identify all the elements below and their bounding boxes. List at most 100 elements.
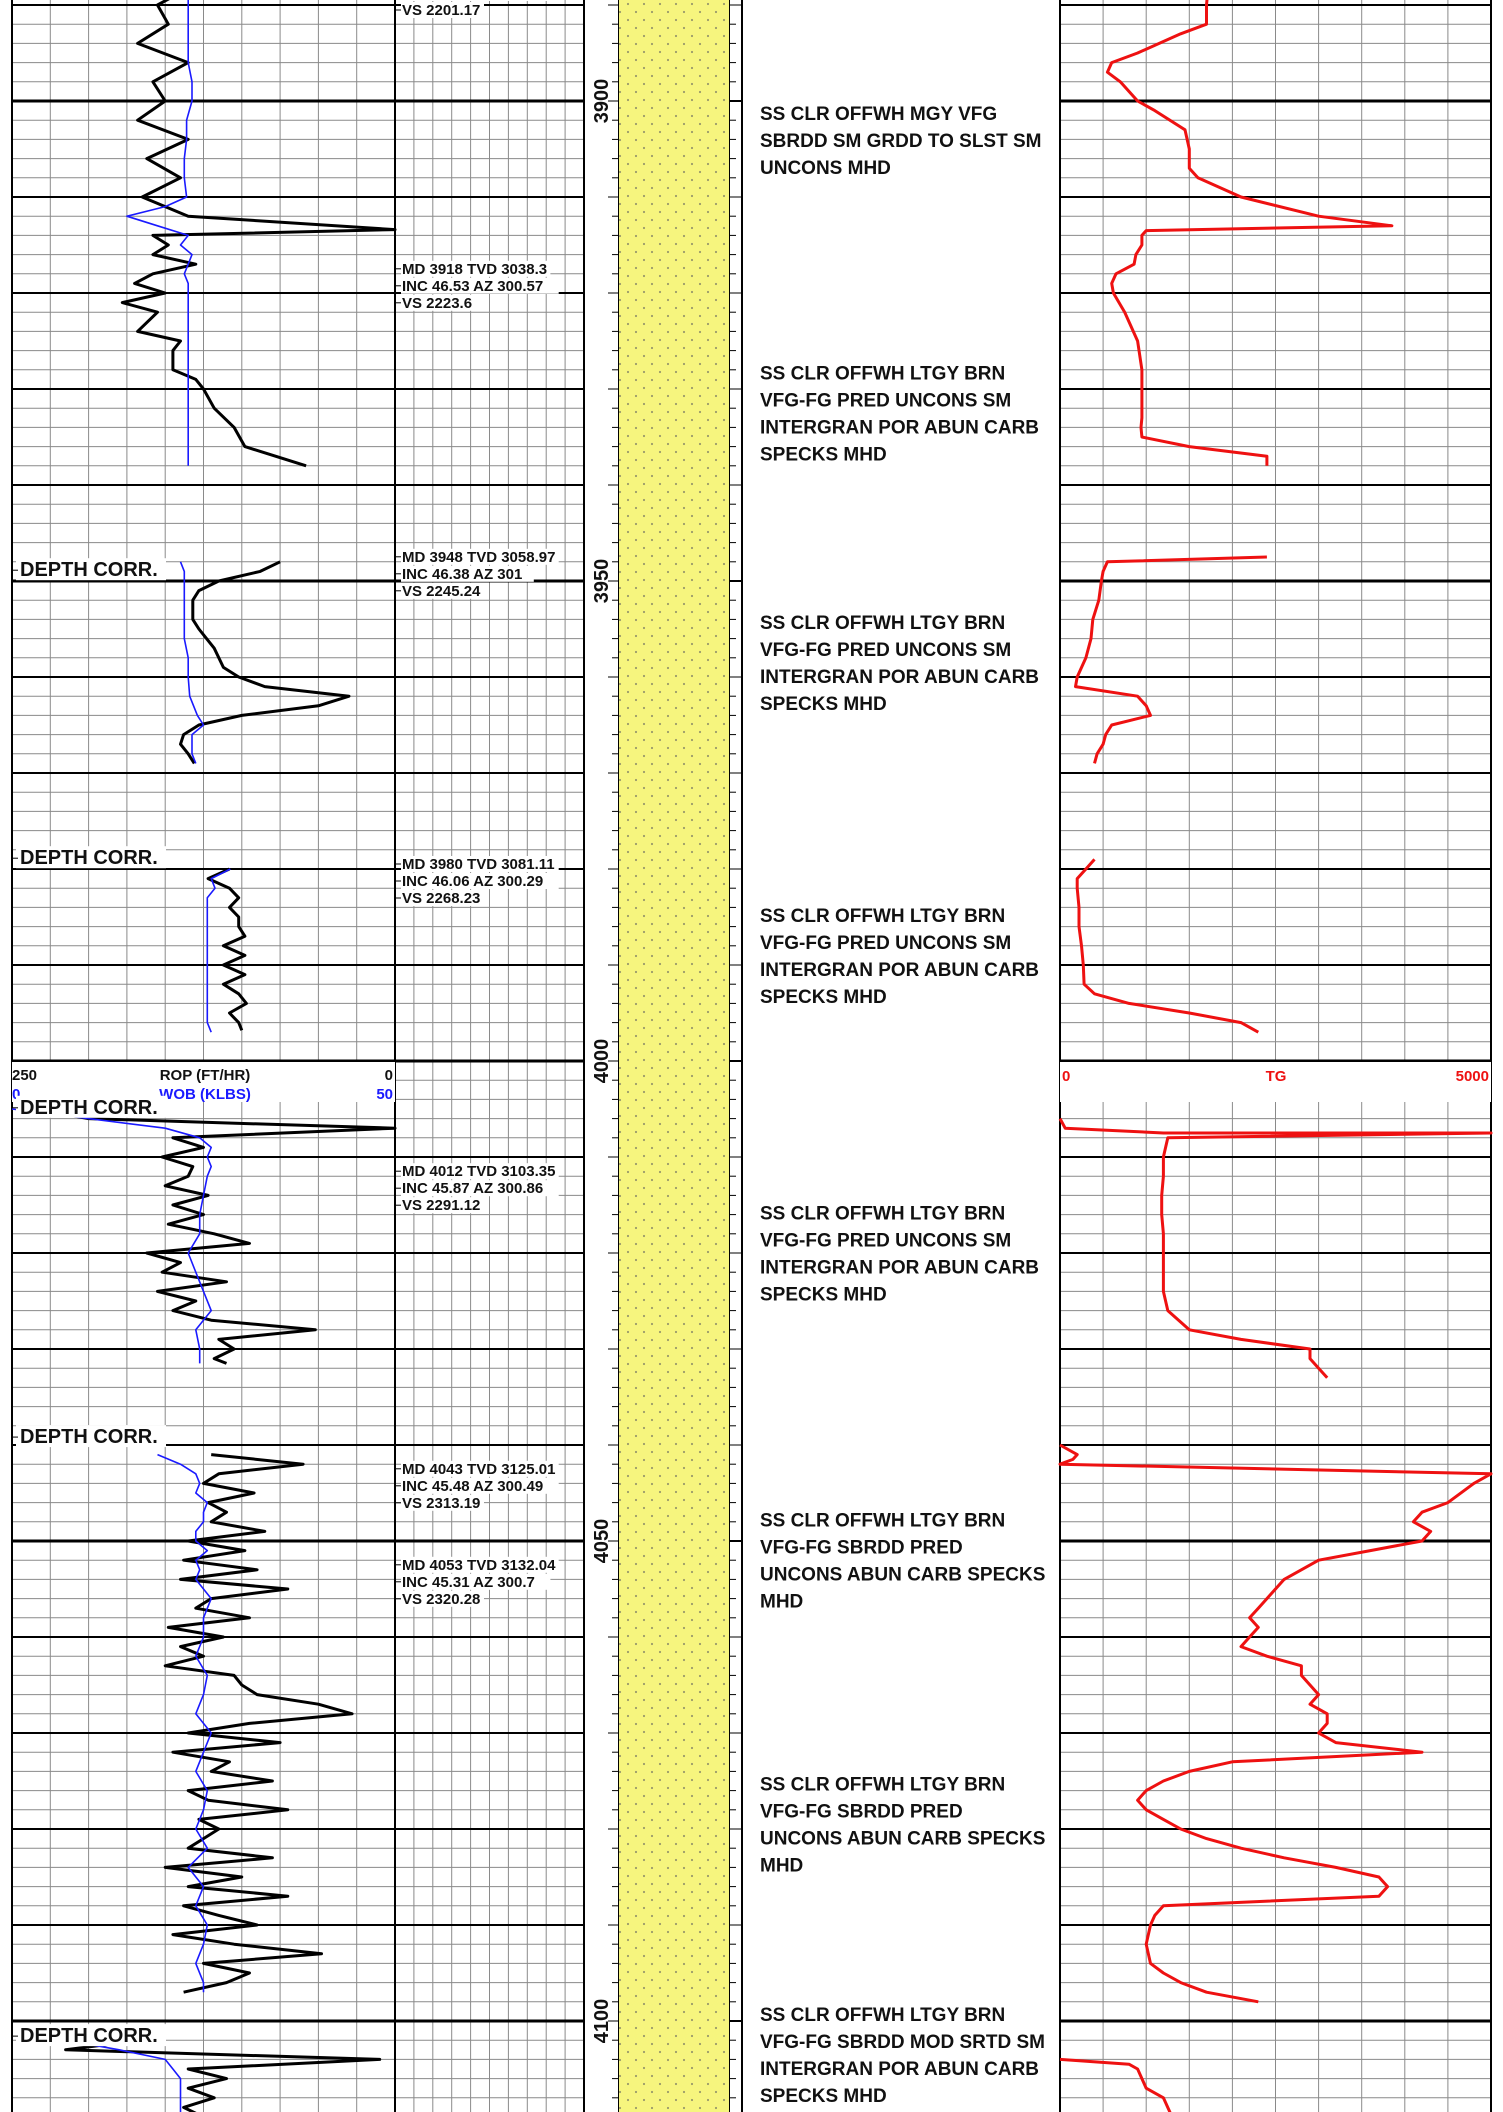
depth-tick-label: 4100 bbox=[591, 1999, 613, 2044]
rop-scale-right: 0 bbox=[385, 1067, 393, 1084]
survey-note-bg bbox=[401, 1163, 559, 1180]
survey-note-line: VS 2201.17 bbox=[402, 2, 480, 19]
lithology-description-line: SPECKS MHD bbox=[760, 694, 887, 715]
track-header-row: 250 ROP (FT/HR) 0 0 WOB (KLBS) 50 0 TG 5… bbox=[12, 1062, 1491, 1103]
survey-note-line: INC 46.38 AZ 301 bbox=[402, 566, 522, 583]
depth-tick-label: 3950 bbox=[591, 559, 613, 604]
lithology-description-line: SS CLR OFFWH LTGY BRN bbox=[760, 1511, 1005, 1532]
lithology-description-line: SS CLR OFFWH LTGY BRN bbox=[760, 1775, 1005, 1796]
wob-curve bbox=[126, 0, 193, 466]
lithology-description-line: SS CLR OFFWH MGY VFG bbox=[760, 104, 997, 125]
wob-scale-right: 50 bbox=[376, 1086, 393, 1103]
survey-note-bg bbox=[401, 1477, 559, 1494]
depth-column-bg bbox=[584, 0, 618, 2112]
survey-note-line: INC 46.73 AZ 300.1 bbox=[402, 0, 535, 2]
wob-curve bbox=[11, 1108, 212, 1364]
tg-curve bbox=[1058, 1117, 1493, 1379]
rop-curve bbox=[34, 1107, 397, 1365]
survey-note-line: VS 2313.19 bbox=[402, 1495, 480, 1512]
wob-curve bbox=[206, 868, 231, 1033]
rop-curve bbox=[206, 867, 248, 1031]
survey-note-bg bbox=[401, 260, 551, 277]
survey-note-bg bbox=[401, 582, 484, 599]
tg-curve bbox=[1058, 1443, 1493, 2004]
survey-note-bg bbox=[401, 873, 559, 889]
depth-tick-label: 4000 bbox=[591, 1039, 613, 1084]
tg-scale-right: 5000 bbox=[1456, 1068, 1489, 1085]
depth-axis: 3900 3950 4000 4050 4100 bbox=[583, 0, 618, 2112]
lithology-description-line: UNCONS ABUN CARB SPECKS bbox=[760, 1565, 1045, 1586]
survey-note-line: INC 46.53 AZ 300.57 bbox=[402, 278, 543, 295]
rop-track-header-bg bbox=[12, 1062, 395, 1102]
survey-note-line: VS 2291.12 bbox=[402, 1197, 480, 1214]
tg-track-header-bg bbox=[1060, 1062, 1491, 1102]
wob-curve bbox=[179, 561, 205, 764]
survey-note-bg bbox=[401, 565, 534, 582]
depth-tick-label: 3900 bbox=[591, 79, 613, 124]
survey-note-bg bbox=[401, 548, 559, 565]
survey-note-line: INC 45.87 AZ 300.86 bbox=[402, 1180, 543, 1197]
lithology-description-line: SS CLR OFFWH LTGY BRN bbox=[760, 363, 1005, 384]
survey-note-bg bbox=[401, 890, 484, 906]
survey-note-bg bbox=[401, 1197, 484, 1214]
grid-lines bbox=[11, 0, 1492, 2112]
depth-corr-label: DEPTH CORR. bbox=[20, 1426, 158, 1448]
log-curves bbox=[11, 0, 1493, 2112]
survey-note-line: MD 4053 TVD 3132.04 bbox=[402, 1557, 556, 1574]
wob-track-title: WOB (KLBS) bbox=[159, 1086, 251, 1103]
lithology-description-line: VFG-FG SBRDD MOD SRTD SM bbox=[760, 2032, 1045, 2053]
survey-note-line: MD 3948 TVD 3058.97 bbox=[402, 549, 555, 566]
wob-curve bbox=[65, 2039, 182, 2112]
survey-note-line: MD 4043 TVD 3125.01 bbox=[402, 1461, 555, 1478]
lithology-description-line: MHD bbox=[760, 1856, 803, 1877]
tg-scale-left: 0 bbox=[1062, 1068, 1070, 1085]
lithology-description-line: VFG-FG SBRDD PRED bbox=[760, 1538, 963, 1559]
lithology-description-line: SBRDD SM GRDD TO SLST SM bbox=[760, 131, 1042, 152]
survey-note-bg bbox=[401, 277, 559, 294]
lithology-description-line: SPECKS MHD bbox=[760, 2086, 887, 2107]
lithology-description-line: VFG-FG PRED UNCONS SM bbox=[760, 640, 1011, 661]
survey-note-bg bbox=[401, 1590, 484, 1607]
rop-curve bbox=[163, 1453, 354, 1994]
lithology-description-line: VFG-FG PRED UNCONS SM bbox=[760, 1230, 1011, 1251]
tg-curve bbox=[1074, 555, 1267, 764]
survey-note-line: VS 2268.23 bbox=[402, 890, 480, 907]
lithology-description-line: SS CLR OFFWH LTGY BRN bbox=[760, 613, 1005, 634]
lithology-description-line: SS CLR OFFWH LTGY BRN bbox=[760, 906, 1005, 927]
lithology-description-line: VFG-FG PRED UNCONS SM bbox=[760, 933, 1011, 954]
lithology-description-line: VFG-FG PRED UNCONS SM bbox=[760, 390, 1011, 411]
tg-track-title: TG bbox=[1266, 1068, 1287, 1085]
depth-tick-label: 4050 bbox=[591, 1519, 613, 1564]
lithology-description-line: UNCONS MHD bbox=[760, 158, 891, 179]
survey-note-line: VS 2320.28 bbox=[402, 1591, 480, 1608]
rop-scale-left: 250 bbox=[12, 1067, 37, 1084]
survey-note-bg bbox=[401, 1180, 559, 1197]
lithology-tick-column-bg bbox=[730, 0, 742, 2112]
rop-track-title: ROP (FT/HR) bbox=[160, 1067, 251, 1084]
depth-corr-bg bbox=[16, 2024, 166, 2047]
survey-note-line: INC 45.31 AZ 300.7 bbox=[402, 1574, 535, 1591]
tg-curve bbox=[1059, 2057, 1172, 2112]
depth-corr-label: DEPTH CORR. bbox=[20, 1097, 158, 1119]
depth-corr-label: DEPTH CORR. bbox=[20, 559, 158, 581]
tg-curve bbox=[1075, 858, 1260, 1034]
lithology-description-line: INTERGRAN POR ABUN CARB bbox=[760, 667, 1039, 688]
sandstone-lithology-fill bbox=[618, 0, 730, 2112]
lithology-description-line: SS CLR OFFWH LTGY BRN bbox=[760, 1203, 1005, 1224]
lithology-description-line: INTERGRAN POR ABUN CARB bbox=[760, 417, 1039, 438]
lithology-description-line: SS CLR OFFWH LTGY BRN bbox=[760, 2005, 1005, 2026]
survey-note-bg bbox=[401, 1460, 559, 1477]
survey-note-bg bbox=[401, 1494, 484, 1511]
lithology-description-line: VFG-FG SBRDD PRED bbox=[760, 1802, 963, 1823]
survey-note-bg bbox=[401, 0, 551, 1]
annotation-labels: MD 3887 TVD 3017.51INC 46.73 AZ 300.1VS … bbox=[12, 0, 1045, 2107]
lithology-description-line: SPECKS MHD bbox=[760, 1284, 887, 1305]
survey-note-line: MD 4012 TVD 3103.35 bbox=[402, 1163, 555, 1180]
lithology-description-line: INTERGRAN POR ABUN CARB bbox=[760, 1257, 1039, 1278]
lithology-column bbox=[617, 0, 743, 2112]
depth-corr-bg bbox=[16, 1425, 166, 1448]
survey-note-line: INC 45.48 AZ 300.49 bbox=[402, 1478, 543, 1495]
survey-note-bg bbox=[401, 1556, 559, 1573]
lithology-description-line: SPECKS MHD bbox=[760, 444, 887, 465]
survey-note-line: VS 2223.6 bbox=[402, 295, 472, 312]
